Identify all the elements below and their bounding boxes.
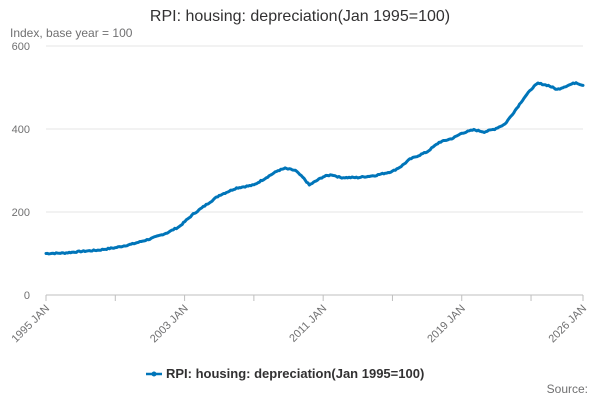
chart-title: RPI: housing: depreciation(Jan 1995=100) (149, 8, 451, 25)
legend-swatch-marker (151, 371, 157, 377)
legend[interactable]: RPI: housing: depreciation(Jan 1995=100) (146, 366, 424, 381)
legend-label: RPI: housing: depreciation(Jan 1995=100) (166, 366, 424, 381)
series-layer (44, 81, 585, 256)
x-tick-label: 2003 JAN (148, 303, 191, 346)
source-label: Source: (546, 382, 588, 396)
series-line[interactable] (44, 81, 585, 256)
x-tick-label: 1995 JAN (9, 303, 52, 346)
x-tick-label: 2026 JAN (546, 303, 589, 346)
x-tick-label: 2019 JAN (425, 303, 468, 346)
y-axis: 0 200 400 600 (12, 41, 30, 302)
y-tick-label: 400 (12, 124, 30, 136)
chart-subtitle: Index, base year = 100 (10, 26, 133, 40)
grid-lines (46, 45, 583, 213)
x-axis: 1995 JAN 2003 JAN 2011 JAN 2019 JAN 2026 JAN (9, 294, 589, 346)
y-tick-label: 0 (24, 290, 30, 302)
x-tick-label: 2011 JAN (287, 303, 329, 345)
y-tick-label: 200 (12, 207, 30, 219)
y-tick-label: 600 (12, 41, 30, 53)
